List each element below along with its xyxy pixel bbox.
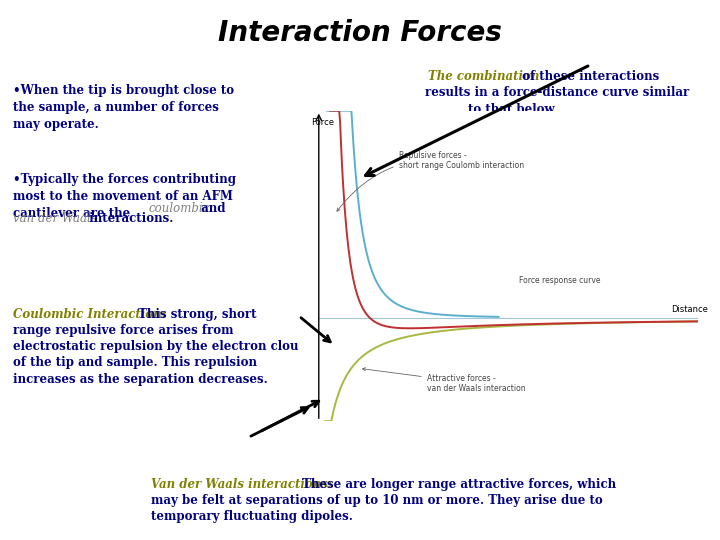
Text: Interaction Forces: Interaction Forces (218, 19, 502, 47)
Text: Distance: Distance (672, 305, 708, 314)
Text: to that below: to that below (468, 103, 554, 116)
Text: results in a force-distance curve similar: results in a force-distance curve simila… (425, 86, 689, 99)
Text: may be felt at separations of up to 10 nm or more. They arise due to: may be felt at separations of up to 10 n… (151, 494, 603, 507)
Text: •Typically the forces contributing
most to the movement of an AFM
cantilever are: •Typically the forces contributing most … (13, 173, 236, 220)
Text: Van der Waals interactions:: Van der Waals interactions: (151, 478, 333, 491)
Text: The combination: The combination (428, 70, 540, 83)
Text: coulombic: coulombic (148, 202, 210, 215)
Text: of the tip and sample. This repulsion: of the tip and sample. This repulsion (13, 356, 257, 369)
Text: Force response curve: Force response curve (518, 276, 600, 286)
Text: increases as the separation decreases.: increases as the separation decreases. (13, 373, 268, 386)
Text: van der Waals: van der Waals (13, 212, 96, 225)
Text: Attractive forces -
van der Waals interaction: Attractive forces - van der Waals intera… (362, 368, 526, 393)
Text: temporary fluctuating dipoles.: temporary fluctuating dipoles. (151, 510, 353, 523)
Text: Force: Force (311, 118, 334, 126)
Text: This strong, short: This strong, short (134, 308, 256, 321)
Text: interactions.: interactions. (85, 212, 174, 225)
Text: Repulsive forces -
short range Coulomb interaction: Repulsive forces - short range Coulomb i… (337, 151, 524, 211)
Text: Coulombic Interaction:: Coulombic Interaction: (13, 308, 166, 321)
Text: and: and (197, 202, 225, 215)
Text: •When the tip is brought close to
the sample, a number of forces
may operate.: •When the tip is brought close to the sa… (13, 84, 234, 131)
Text: range repulsive force arises from: range repulsive force arises from (13, 324, 233, 337)
Text: of these interactions: of these interactions (518, 70, 660, 83)
Text: electrostatic repulsion by the electron clouds: electrostatic repulsion by the electron … (13, 340, 313, 353)
Text: These are longer range attractive forces, which: These are longer range attractive forces… (298, 478, 616, 491)
